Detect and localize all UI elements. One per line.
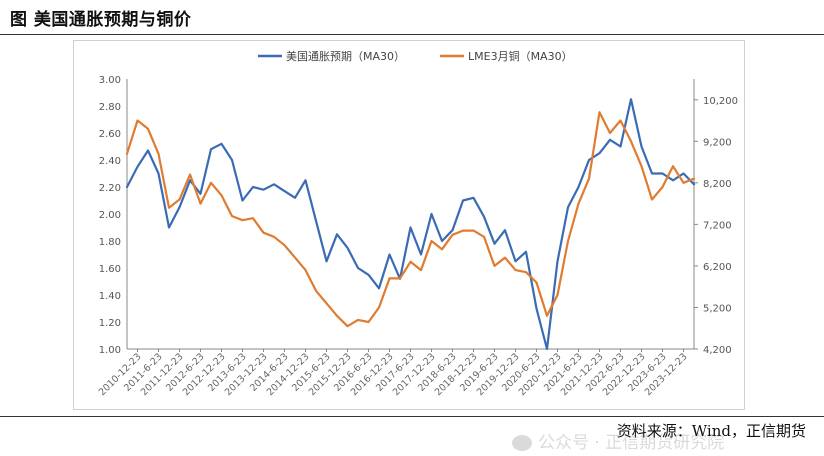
y-right-tick-label: 5,200 [703,303,732,314]
y-left-tick-label: 2.20 [99,183,121,194]
y-left-tick-label: 2.80 [99,102,121,113]
y-left-tick-label: 1.80 [99,237,121,248]
y-left-tick-label: 2.00 [99,210,121,221]
legend-label-2: LME3月铜（MA30） [468,49,573,63]
series-line-1 [125,98,696,351]
y-right-tick-label: 7,200 [703,220,732,231]
source-note: 资料来源：Wind，正信期货 [616,422,806,440]
wechat-icon [512,435,532,451]
y-right-tick-label: 8,200 [703,179,732,190]
y-left-tick-label: 1.20 [99,318,121,329]
legend-label-1: 美国通胀预期（MA30） [286,50,405,63]
watermark-text: 公众号 · 正信期货研究院 [538,433,725,453]
series-line-2 [125,111,696,328]
figure-title-bar: 图 美国通胀预期与铜价 [0,0,824,35]
y-left-tick-label: 1.40 [99,291,121,302]
y-left-tick-label: 1.00 [99,345,121,356]
y-right-tick-label: 4,200 [703,345,732,356]
y-left-tick-label: 2.40 [99,156,121,167]
y-left-tick-label: 2.60 [99,129,121,140]
watermark: 公众号 · 正信期货研究院 [512,428,724,453]
y-right-tick-label: 6,200 [703,262,732,273]
y-left-tick-label: 1.60 [99,264,121,275]
axes: 1.00 1.20 1.40 1.60 1.80 2.00 2.20 2.40 2.60 2.80… [97,75,738,398]
y-right-tick-label: 10,200 [703,96,738,107]
legend: 美国通胀预期（MA30） LME3月铜（MA30） [258,49,573,63]
y-left-tick-label: 3.00 [99,75,121,86]
series-group [125,98,696,351]
footer-divider [0,416,824,417]
chart-frame [73,40,745,410]
figure-title: 图 美国通胀预期与铜价 [10,10,192,30]
y-right-tick-label: 9,200 [703,137,732,148]
